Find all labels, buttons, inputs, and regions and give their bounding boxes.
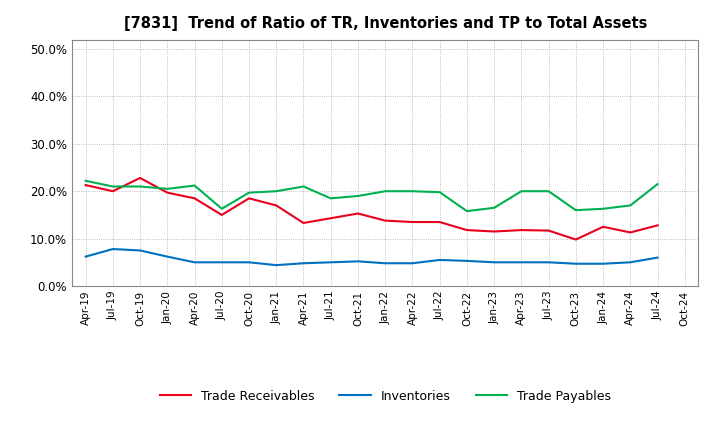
Trade Payables (81, 178, 90, 183)
Inventories (544, 260, 553, 265)
Trade Payables (653, 181, 662, 187)
Legend: Trade Receivables, Inventories, Trade Payables: Trade Receivables, Inventories, Trade Pa… (155, 385, 616, 408)
Line: Trade Receivables: Trade Receivables (86, 178, 657, 239)
Trade Payables (190, 183, 199, 188)
Trade Receivables (81, 183, 90, 188)
Trade Payables (517, 189, 526, 194)
Trade Receivables (136, 175, 145, 180)
Trade Receivables (217, 212, 226, 217)
Inventories (462, 258, 471, 264)
Inventories (599, 261, 608, 266)
Inventories (136, 248, 145, 253)
Trade Receivables (245, 196, 253, 201)
Trade Receivables (517, 227, 526, 233)
Trade Receivables (626, 230, 634, 235)
Inventories (245, 260, 253, 265)
Inventories (572, 261, 580, 266)
Inventories (653, 255, 662, 260)
Inventories (163, 254, 171, 259)
Trade Receivables (490, 229, 498, 234)
Trade Payables (572, 208, 580, 213)
Inventories (354, 259, 362, 264)
Inventories (626, 260, 634, 265)
Trade Receivables (300, 220, 308, 226)
Trade Payables (354, 193, 362, 198)
Trade Receivables (599, 224, 608, 229)
Inventories (517, 260, 526, 265)
Trade Receivables (653, 223, 662, 228)
Trade Receivables (572, 237, 580, 242)
Trade Receivables (163, 190, 171, 195)
Inventories (381, 260, 390, 266)
Trade Payables (436, 190, 444, 195)
Trade Payables (217, 206, 226, 211)
Inventories (81, 254, 90, 259)
Trade Payables (300, 184, 308, 189)
Trade Payables (136, 184, 145, 189)
Title: [7831]  Trend of Ratio of TR, Inventories and TP to Total Assets: [7831] Trend of Ratio of TR, Inventories… (124, 16, 647, 32)
Trade Receivables (408, 220, 417, 225)
Trade Receivables (436, 220, 444, 225)
Trade Receivables (109, 189, 117, 194)
Inventories (109, 246, 117, 252)
Trade Receivables (462, 227, 471, 233)
Inventories (326, 260, 335, 265)
Inventories (408, 260, 417, 266)
Inventories (436, 257, 444, 263)
Trade Receivables (354, 211, 362, 216)
Line: Inventories: Inventories (86, 249, 657, 265)
Inventories (272, 263, 281, 268)
Inventories (190, 260, 199, 265)
Trade Payables (109, 184, 117, 189)
Trade Payables (245, 190, 253, 195)
Trade Payables (408, 189, 417, 194)
Trade Payables (626, 203, 634, 208)
Inventories (217, 260, 226, 265)
Trade Payables (381, 189, 390, 194)
Trade Receivables (272, 203, 281, 208)
Trade Payables (490, 205, 498, 210)
Inventories (490, 260, 498, 265)
Trade Payables (462, 209, 471, 214)
Line: Trade Payables: Trade Payables (86, 181, 657, 211)
Trade Payables (272, 189, 281, 194)
Trade Payables (163, 186, 171, 191)
Trade Receivables (190, 196, 199, 201)
Trade Payables (326, 196, 335, 201)
Trade Receivables (381, 218, 390, 223)
Trade Receivables (326, 216, 335, 221)
Trade Receivables (544, 228, 553, 233)
Inventories (300, 260, 308, 266)
Trade Payables (544, 189, 553, 194)
Trade Payables (599, 206, 608, 211)
